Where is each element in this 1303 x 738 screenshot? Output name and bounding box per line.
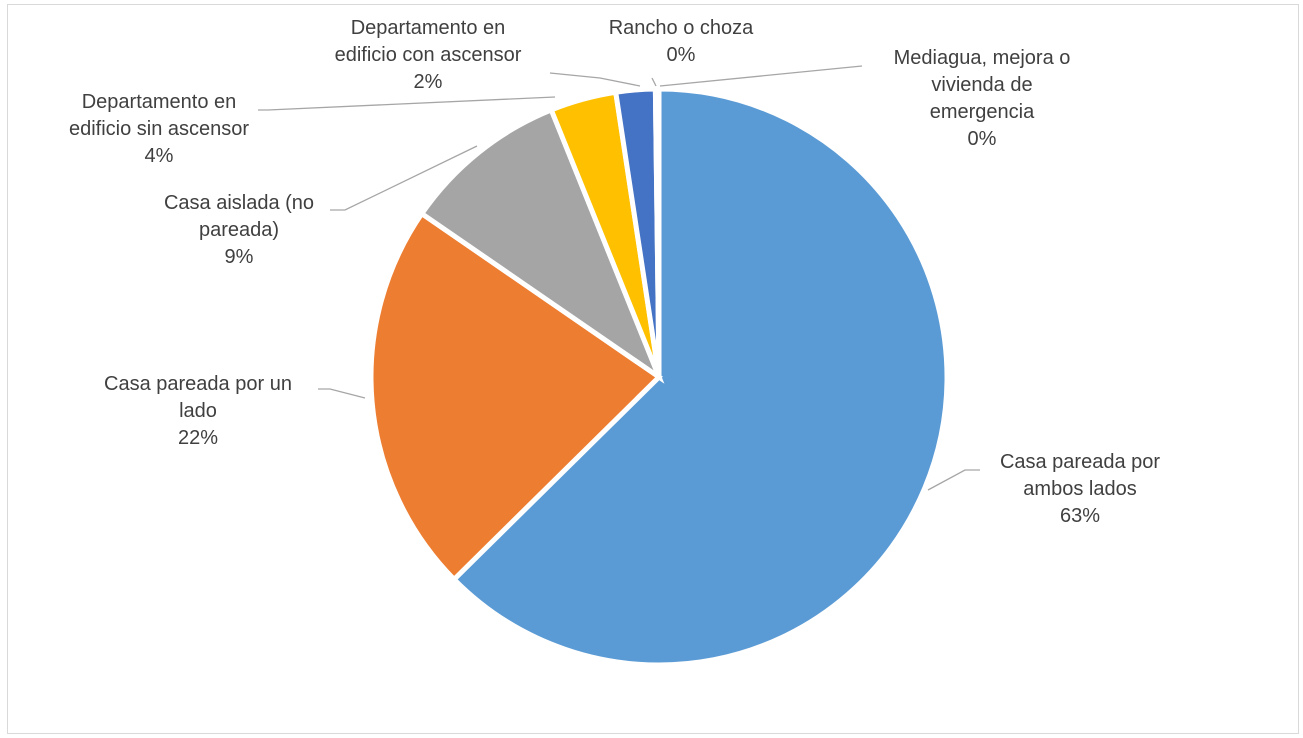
pie-slice-7 <box>654 86 662 378</box>
data-label-category-line: pareada) <box>199 219 279 241</box>
data-label-category-line: Casa aislada (no <box>164 192 314 214</box>
data-label-5: Departamento en edificio con ascensor 2% <box>335 17 522 93</box>
data-label-percent: 4% <box>145 145 174 167</box>
data-label-category-line: lado <box>179 400 217 422</box>
data-label-category-line: Departamento en <box>82 91 237 113</box>
leader-line-5 <box>549 72 641 87</box>
leader-line-1 <box>927 469 980 491</box>
data-label-percent: 2% <box>414 71 443 93</box>
leader-line-2 <box>318 388 366 399</box>
leader-lines <box>258 65 980 491</box>
data-label-1: Casa pareada por ambos lados 63% <box>1000 451 1160 527</box>
data-label-category-line: Casa pareada por un <box>104 373 292 395</box>
data-label-percent: 63% <box>1060 505 1100 527</box>
leader-line-3 <box>330 145 478 211</box>
data-label-category-line: Casa pareada por <box>1000 451 1160 473</box>
data-label-percent: 0% <box>667 44 696 66</box>
data-label-percent: 22% <box>178 427 218 449</box>
data-label-category-line: edificio sin ascensor <box>69 118 249 140</box>
pie-slices <box>368 86 950 668</box>
data-label-3: Casa aislada (no pareada) 9% <box>164 192 314 268</box>
data-label-percent: 9% <box>225 246 254 268</box>
leader-line-7 <box>659 65 863 87</box>
data-label-percent: 0% <box>968 128 997 150</box>
leader-line-6 <box>651 77 657 87</box>
data-label-category-line: Departamento en <box>351 17 506 39</box>
data-label-category-line: Rancho o choza <box>609 17 754 39</box>
pie-slice-2 <box>368 210 663 583</box>
pie-slice-3 <box>418 106 665 384</box>
data-label-category-line: edificio con ascensor <box>335 44 522 66</box>
data-label-category-line: ambos lados <box>1023 478 1136 500</box>
data-label-category-line: Mediagua, mejora o <box>894 47 1071 69</box>
data-label-category-line: emergencia <box>930 101 1035 123</box>
data-labels: Casa pareada por ambos lados 63%Casa parea… <box>69 17 1160 527</box>
pie-slice-1 <box>450 86 950 668</box>
data-label-6: Rancho o choza 0% <box>609 17 754 66</box>
data-label-4: Departamento en edificio sin ascensor 4% <box>69 91 249 167</box>
data-label-category-line: vivienda de <box>931 74 1032 96</box>
leader-line-4 <box>258 96 556 111</box>
data-label-2: Casa pareada por un lado 22% <box>104 373 292 449</box>
data-label-7: Mediagua, mejora o vivienda de emergencia 0… <box>894 47 1071 150</box>
